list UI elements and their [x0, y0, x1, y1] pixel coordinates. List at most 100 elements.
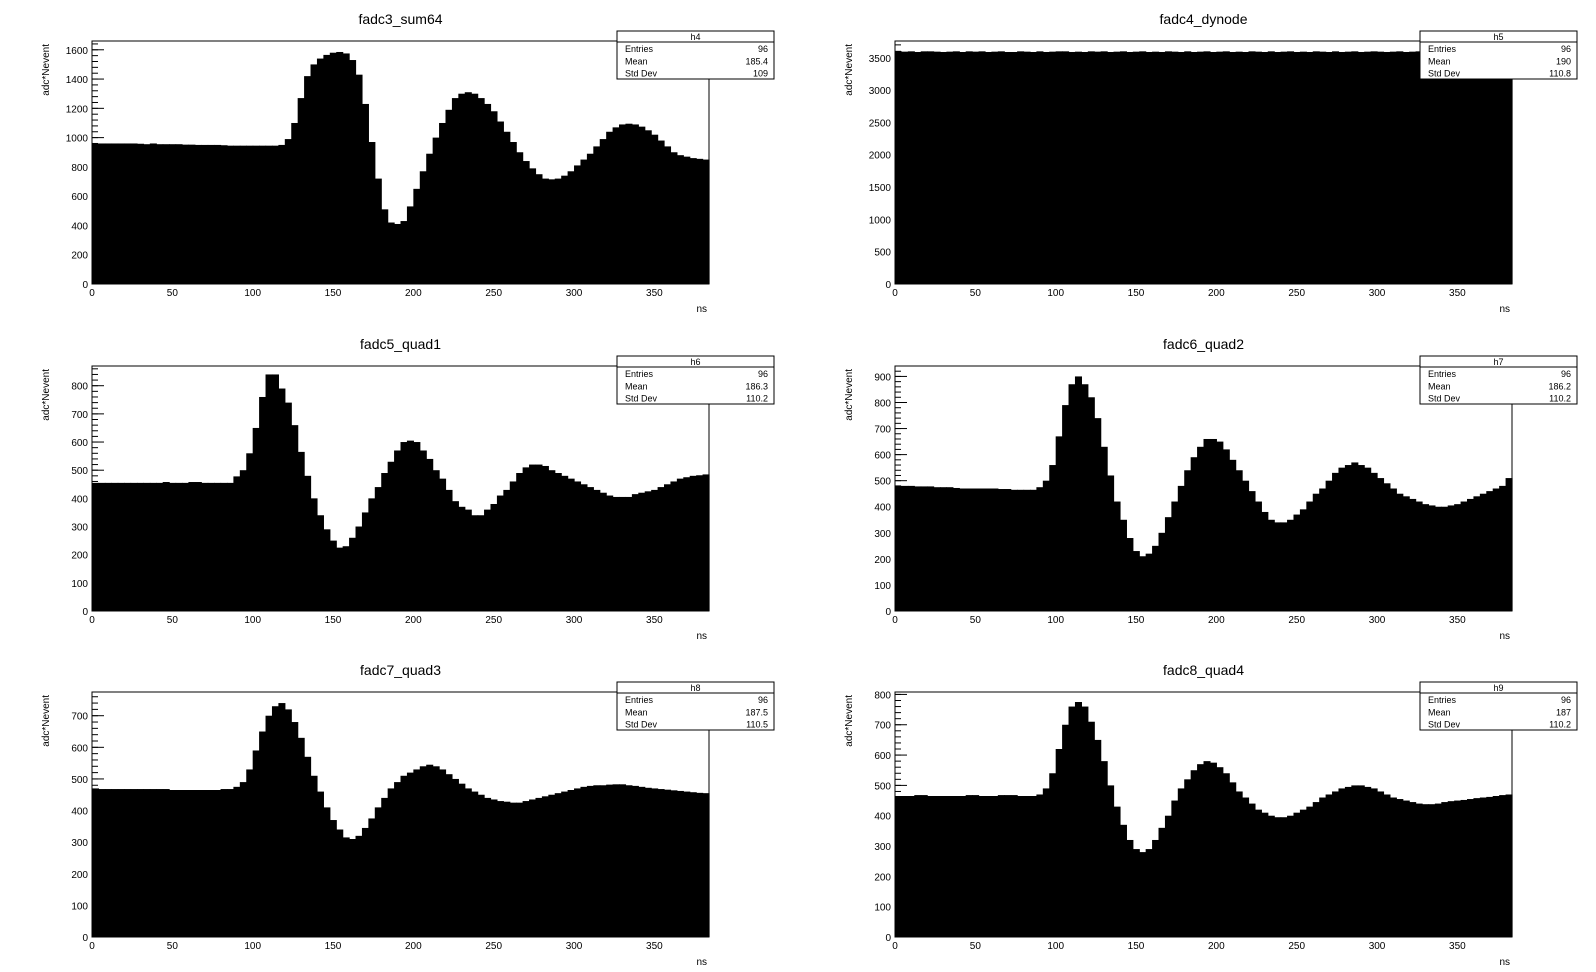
y-axis-label: adc*Nevent [41, 369, 52, 421]
histogram-bar [1242, 51, 1250, 284]
histogram-bar [400, 221, 408, 284]
histogram-bar [1087, 51, 1095, 285]
stats-stddev-label: Std Dev [625, 69, 658, 79]
histogram-bar [619, 496, 627, 611]
y-tick-label: 1000 [66, 134, 89, 145]
histogram-bar [445, 109, 453, 284]
histogram-bar [1312, 51, 1320, 285]
histogram-bar [1505, 478, 1513, 611]
stats-box-frame [1419, 30, 1578, 80]
stats-stddev-label: Std Dev [625, 394, 658, 404]
stats-histogram-name: h9 [1493, 683, 1503, 693]
histogram-bar [1029, 489, 1037, 611]
histogram-bar [310, 498, 318, 611]
histogram-bar [965, 488, 973, 611]
histogram-bar [1338, 467, 1346, 611]
y-axis: 0 100 200 300 400 500 600 700 800 900 adc*Nevent [844, 365, 907, 618]
x-tick-label: 250 [1288, 941, 1305, 952]
histogram-bar [368, 142, 376, 284]
x-tick-label: 100 [244, 941, 261, 952]
histogram-bar [914, 795, 922, 937]
histogram-bar [1486, 491, 1494, 611]
stats-entries-value: 96 [1561, 369, 1571, 379]
chart-title: fadc4_dynode [1160, 11, 1248, 27]
histogram-bar [1389, 797, 1397, 937]
histogram-bar [939, 796, 948, 937]
chart-panel-4: fadc6_quad2 0 50 100 150 200 250 300 350 ns 0 100 20… [844, 336, 1578, 642]
histogram-bar [214, 144, 222, 284]
y-axis-label: adc*Nevent [844, 44, 855, 96]
histogram-bar [676, 790, 684, 937]
x-tick-label: 200 [405, 941, 422, 952]
stats-stddev-value: 110.2 [1549, 394, 1571, 404]
x-axis: 0 50 100 150 200 250 300 350 ns [892, 276, 1510, 315]
histogram-bar [201, 790, 209, 937]
histogram-bar [599, 139, 607, 284]
histogram-bar [1171, 800, 1179, 937]
histogram-bar [214, 790, 222, 937]
histogram-bar [162, 144, 170, 284]
stats-mean-label: Mean [1428, 381, 1451, 391]
histogram-bar [972, 51, 980, 284]
histogram-bar [689, 475, 697, 611]
histogram-bar [1049, 773, 1057, 937]
histogram-bar [619, 124, 627, 284]
histogram-bars [92, 51, 710, 285]
x-tick-label: 100 [1047, 288, 1064, 299]
histogram-bar [278, 703, 286, 937]
x-tick-label: 200 [1208, 615, 1225, 626]
histogram-bar [361, 512, 369, 611]
histogram-bar [1197, 446, 1205, 611]
histogram-bar [329, 540, 337, 611]
stats-box: h9 Entries 96 Mean 187 Std Dev 110.2 [1419, 681, 1578, 731]
histogram-bar [181, 144, 190, 284]
histogram-bar [978, 51, 986, 285]
x-axis: 0 50 100 150 200 250 300 350 ns [89, 929, 707, 968]
histogram-bar [1158, 51, 1166, 284]
histogram-bar [413, 188, 421, 284]
histogram-bar [1094, 739, 1102, 937]
x-tick-label: 50 [167, 288, 179, 299]
histogram-bar [1473, 51, 1481, 284]
histogram-bar [284, 139, 292, 284]
histogram-bar [965, 51, 973, 285]
histogram-bar [104, 789, 112, 937]
histogram-bar [1267, 815, 1275, 937]
histogram-bar [561, 175, 569, 284]
histogram-bar [226, 482, 234, 611]
histogram-bar [631, 124, 639, 284]
histogram-bar [1203, 761, 1211, 937]
y-tick-label: 600 [874, 451, 891, 462]
histogram-bar [651, 788, 659, 937]
histogram-bar [554, 473, 562, 611]
histogram-bar [239, 145, 247, 284]
histogram-bar [1010, 51, 1018, 284]
histogram-bar [1325, 51, 1333, 284]
histogram-bar [1280, 51, 1288, 284]
histogram-bar [355, 835, 363, 937]
histogram-bar [952, 796, 960, 937]
histogram-bar [336, 547, 344, 611]
histogram-bar [400, 775, 408, 937]
histogram-bar [1389, 51, 1397, 284]
y-tick-label: 0 [82, 933, 88, 944]
histogram-bar [657, 789, 665, 937]
plot-frame [91, 40, 710, 285]
histogram-bar [670, 481, 678, 611]
histogram-bar [664, 484, 672, 611]
histogram-bar [1460, 51, 1468, 285]
histogram-bar [1145, 553, 1153, 611]
histogram-bar [323, 807, 331, 937]
histogram-bar [349, 537, 357, 611]
histogram-bar [304, 475, 312, 611]
histogram-bar [368, 498, 376, 611]
histogram-bar [1344, 465, 1352, 611]
x-tick-label: 0 [89, 615, 95, 626]
histogram-bar [1383, 794, 1391, 937]
histogram-bar [503, 131, 511, 284]
histogram-bar [567, 171, 575, 284]
histogram-bar [1242, 480, 1250, 611]
y-axis: 0 200 400 600 800 1000 1200 1400 1600 adc*Nevent [41, 43, 104, 291]
histogram-bar [1254, 809, 1262, 937]
histogram-bar [1229, 51, 1237, 284]
